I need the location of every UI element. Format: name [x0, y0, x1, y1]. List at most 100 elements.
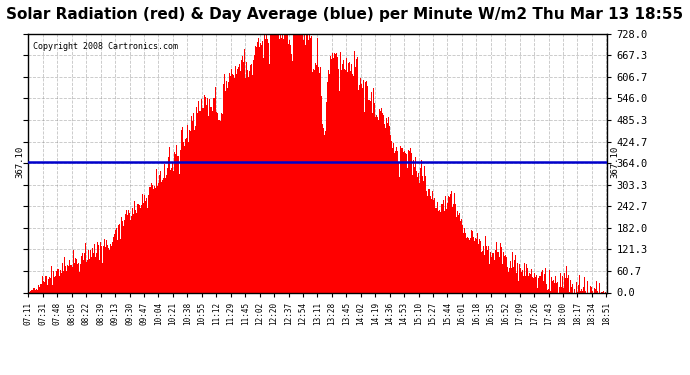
- Bar: [287, 34, 288, 292]
- Bar: [47, 285, 48, 292]
- Bar: [500, 243, 501, 292]
- Bar: [488, 246, 489, 292]
- Bar: [68, 259, 70, 292]
- Bar: [456, 217, 457, 292]
- Bar: [368, 90, 369, 292]
- Bar: [458, 214, 459, 292]
- Bar: [563, 288, 564, 292]
- Bar: [452, 207, 453, 292]
- Bar: [383, 115, 384, 292]
- Bar: [333, 58, 334, 292]
- Bar: [339, 52, 341, 292]
- Bar: [216, 112, 217, 292]
- Bar: [206, 107, 208, 292]
- Bar: [93, 253, 94, 292]
- Bar: [468, 238, 469, 292]
- Bar: [119, 224, 120, 292]
- Bar: [115, 230, 116, 292]
- Bar: [394, 153, 395, 292]
- Bar: [321, 96, 322, 292]
- Bar: [122, 220, 123, 292]
- Bar: [88, 251, 89, 292]
- Bar: [199, 111, 200, 292]
- Bar: [469, 231, 471, 292]
- Bar: [281, 39, 282, 292]
- Bar: [254, 55, 255, 292]
- Bar: [155, 188, 156, 292]
- Bar: [152, 185, 153, 292]
- Bar: [584, 277, 585, 292]
- Bar: [52, 285, 53, 292]
- Bar: [133, 214, 134, 292]
- Bar: [353, 76, 354, 292]
- Bar: [120, 238, 121, 292]
- Bar: [490, 252, 491, 292]
- Bar: [369, 100, 371, 292]
- Bar: [235, 63, 237, 292]
- Bar: [406, 168, 408, 292]
- Bar: [170, 170, 171, 292]
- Bar: [440, 212, 441, 292]
- Bar: [61, 273, 62, 292]
- Bar: [50, 278, 51, 292]
- Bar: [571, 286, 572, 292]
- Bar: [267, 39, 268, 292]
- Bar: [437, 202, 438, 292]
- Bar: [462, 225, 463, 292]
- Bar: [472, 231, 473, 292]
- Bar: [128, 210, 129, 292]
- Bar: [279, 39, 280, 292]
- Bar: [256, 47, 257, 292]
- Bar: [343, 60, 344, 292]
- Bar: [209, 99, 210, 292]
- Bar: [327, 82, 328, 292]
- Bar: [196, 107, 197, 292]
- Bar: [142, 194, 143, 292]
- Bar: [144, 195, 145, 292]
- Bar: [263, 58, 264, 292]
- Bar: [262, 41, 263, 292]
- Bar: [509, 268, 510, 292]
- Bar: [548, 289, 549, 292]
- Bar: [296, 34, 297, 292]
- Bar: [438, 211, 439, 292]
- Bar: [517, 266, 518, 292]
- Bar: [71, 265, 72, 292]
- Bar: [168, 153, 170, 292]
- Bar: [302, 34, 304, 292]
- Bar: [84, 253, 85, 292]
- Bar: [293, 34, 294, 292]
- Bar: [300, 34, 301, 292]
- Text: Copyright 2008 Cartronics.com: Copyright 2008 Cartronics.com: [33, 42, 179, 51]
- Bar: [223, 84, 224, 292]
- Bar: [149, 187, 150, 292]
- Bar: [92, 253, 93, 292]
- Bar: [578, 285, 579, 292]
- Bar: [424, 166, 425, 292]
- Bar: [560, 273, 561, 292]
- Bar: [585, 291, 586, 292]
- Bar: [421, 160, 422, 292]
- Bar: [62, 263, 63, 292]
- Bar: [354, 51, 355, 292]
- Bar: [48, 279, 49, 292]
- Bar: [237, 69, 238, 292]
- Bar: [568, 275, 569, 292]
- Bar: [239, 71, 241, 292]
- Bar: [31, 290, 32, 292]
- Bar: [451, 191, 452, 292]
- Bar: [520, 268, 521, 292]
- Bar: [310, 36, 312, 292]
- Bar: [487, 250, 488, 292]
- Bar: [530, 274, 531, 292]
- Bar: [241, 60, 242, 292]
- Bar: [334, 54, 335, 292]
- Bar: [100, 242, 101, 292]
- Bar: [225, 91, 226, 292]
- Bar: [450, 194, 451, 292]
- Bar: [55, 276, 56, 292]
- Bar: [38, 285, 39, 292]
- Bar: [385, 128, 386, 292]
- Bar: [320, 67, 321, 292]
- Bar: [299, 34, 300, 292]
